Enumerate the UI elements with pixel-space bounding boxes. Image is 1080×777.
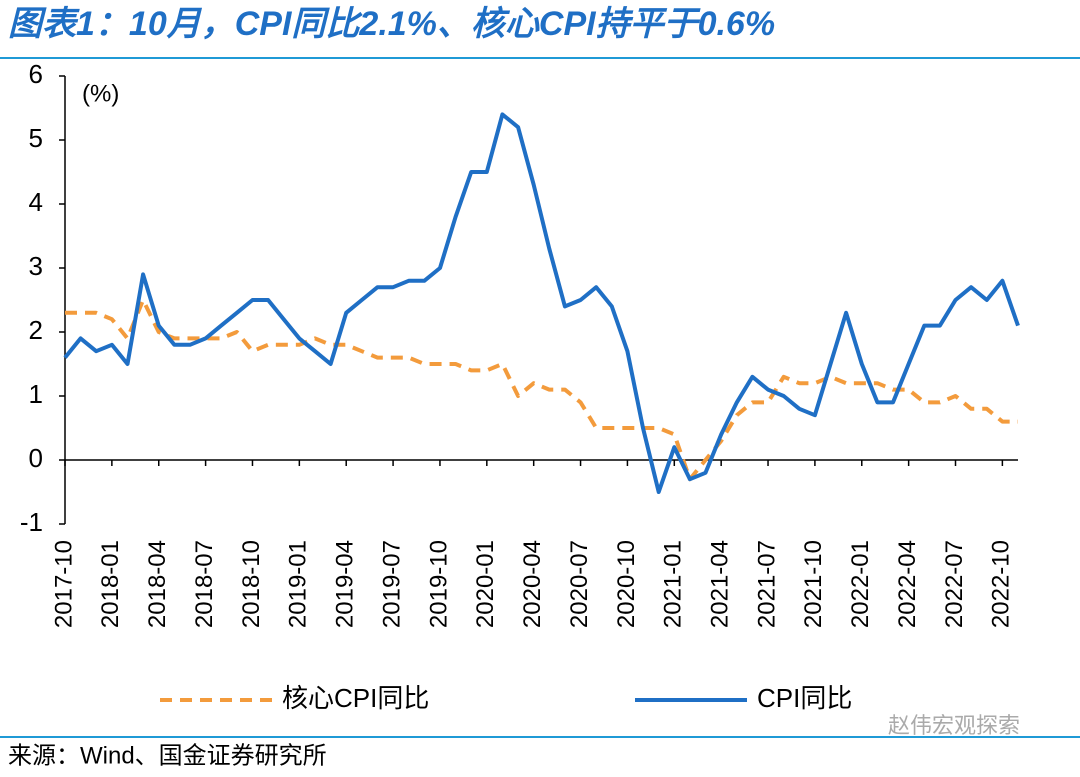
x-tick-label: 2017-10 [50,540,77,628]
series-line [65,298,1018,482]
x-tick-label: 2022-10 [988,540,1015,628]
x-tick-label: 2019-04 [332,540,359,628]
watermark: 赵伟宏观探索 [888,713,1020,738]
legend-label: CPI同比 [757,683,852,713]
x-tick-label: 2022-07 [941,540,968,628]
x-tick-label: 2022-04 [894,540,921,628]
x-tick-label: 2019-07 [378,540,405,628]
y-tick-label: 1 [29,379,43,409]
y-tick-label: 5 [29,123,43,153]
y-tick-label: 3 [29,251,43,281]
series-line [63,112,1020,494]
x-tick-label: 2021-01 [660,540,687,628]
x-tick-label: 2018-01 [97,540,124,628]
x-tick-label: 2020-07 [566,540,593,628]
x-tick-label: 2022-01 [847,540,874,628]
legend-label: 核心CPI同比 [282,683,429,713]
chart-title: 图表1：10月，CPI同比2.1%、核心CPI持平于0.6% [8,5,775,43]
x-tick-label: 2020-10 [613,540,640,628]
x-tick-label: 2021-07 [753,540,780,628]
y-tick-label: 4 [29,187,43,217]
y-axis-label: (%) [82,80,119,107]
y-tick-label: -1 [20,507,43,537]
x-tick-label: 2018-07 [191,540,218,628]
source: 来源：Wind、国金证券研究所 [8,742,327,769]
x-tick-label: 2021-10 [800,540,827,628]
x-tick-label: 2020-01 [472,540,499,628]
x-tick-label: 2018-10 [238,540,265,628]
x-tick-label: 2020-04 [519,540,546,628]
y-tick-label: 2 [29,315,43,345]
x-tick-label: 2019-10 [425,540,452,628]
y-tick-label: 0 [29,443,43,473]
x-tick-label: 2021-04 [707,540,734,628]
x-tick-label: 2019-01 [285,540,312,628]
x-tick-label: 2018-04 [144,540,171,628]
y-tick-label: 6 [29,59,43,89]
